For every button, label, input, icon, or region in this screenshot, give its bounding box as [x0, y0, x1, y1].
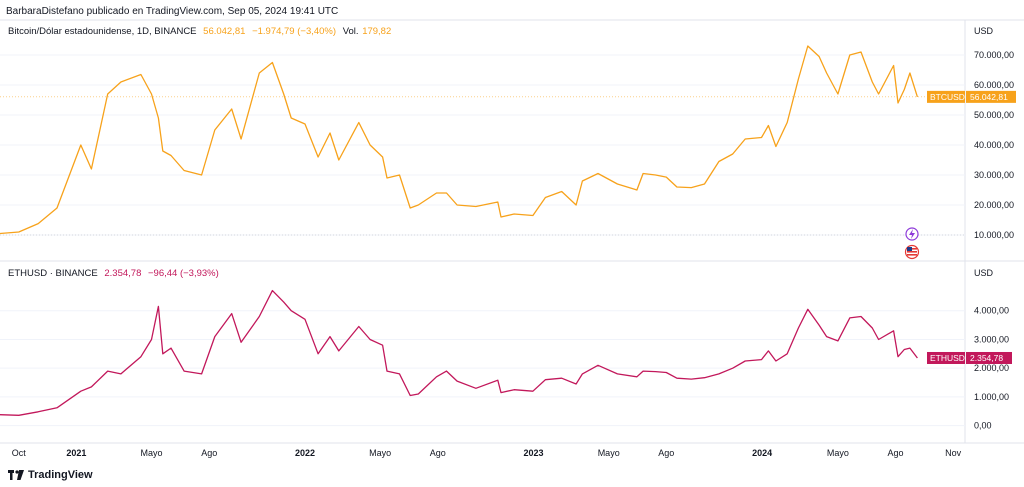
time-tick-label: Mayo [369, 448, 391, 458]
time-tick-label: Ago [658, 448, 674, 458]
eth-legend: ETHUSD · BINANCE 2.354,78 −96,44 (−3,93%… [8, 268, 223, 279]
price-tick-label: 40.000,00 [974, 140, 1014, 150]
btc-tag-price: 56.042,81 [970, 92, 1008, 102]
time-tick-label: 2023 [523, 448, 543, 458]
publish-attribution: BarbaraDistefano publicado en TradingVie… [6, 6, 339, 17]
eth-tag-symbol: ETHUSD [930, 353, 965, 363]
time-tick-label: 2021 [66, 448, 86, 458]
btc-symbol-label[interactable]: Bitcoin/Dólar estadounidense, 1D, BINANC… [8, 26, 197, 37]
btc-price-tag: BTCUSD 56.042,81 [927, 90, 1016, 103]
time-tick-label: Ago [887, 448, 903, 458]
btc-legend: Bitcoin/Dólar estadounidense, 1D, BINANC… [8, 26, 395, 37]
brand-name: TradingView [28, 469, 93, 481]
eth-series-line [0, 289, 918, 416]
btc-volume: 179,82 [362, 26, 392, 37]
time-tick-label: Mayo [140, 448, 162, 458]
price-tick-label: 2.000,00 [974, 363, 1009, 373]
tradingview-brand[interactable]: TradingView [8, 469, 93, 481]
btc-volume-label: Vol. [342, 26, 359, 37]
eth-tag-price: 2.354,78 [970, 353, 1003, 363]
us-flag-icon[interactable] [904, 244, 920, 260]
time-tick-label: 2022 [295, 448, 315, 458]
time-tick-label: Oct [12, 448, 27, 458]
price-tick-label: 70.000,00 [974, 50, 1014, 60]
time-axis[interactable]: Oct 2021 Mayo Ago 2022 Mayo Ago 2023 Mayo Ago 2024… [12, 448, 962, 458]
time-tick-label: 2024 [752, 448, 772, 458]
eth-price-scale[interactable]: 0,00 1.000,00 2.000,00 3.000,00 4.000,00 [974, 306, 1009, 431]
time-tick-label: Ago [201, 448, 217, 458]
btc-change: −1.974,79 (−3,40%) [252, 26, 337, 37]
eth-currency-label[interactable]: USD [974, 268, 994, 278]
eth-grid [0, 310, 965, 427]
tradingview-logo-icon [8, 470, 24, 480]
time-tick-label: Mayo [827, 448, 849, 458]
btc-last-price: 56.042,81 [203, 26, 246, 37]
time-tick-label: Mayo [598, 448, 620, 458]
price-tick-label: 10.000,00 [974, 230, 1014, 240]
btc-series-line [0, 45, 919, 235]
time-tick-label: Nov [945, 448, 962, 458]
time-tick-label: Ago [430, 448, 446, 458]
flash-icon[interactable] [905, 227, 919, 241]
btc-price-scale[interactable]: 10.000,00 20.000,00 30.000,00 40.000,00 50.0… [974, 50, 1014, 240]
price-tick-label: 60.000,00 [974, 80, 1014, 90]
price-tick-label: 20.000,00 [974, 200, 1014, 210]
price-tick-label: 4.000,00 [974, 306, 1009, 316]
eth-last-price: 2.354,78 [104, 268, 142, 279]
price-tick-label: 0,00 [974, 421, 992, 431]
btc-tag-symbol: BTCUSD [930, 92, 965, 102]
price-tick-label: 1.000,00 [974, 392, 1009, 402]
eth-price-tag: ETHUSD 2.354,78 [927, 351, 1012, 364]
price-tick-label: 3.000,00 [974, 334, 1009, 344]
eth-change: −96,44 (−3,93%) [148, 268, 219, 279]
eth-symbol-label[interactable]: ETHUSD · BINANCE [8, 268, 98, 279]
price-tick-label: 50.000,00 [974, 110, 1014, 120]
price-tick-label: 30.000,00 [974, 170, 1014, 180]
btc-currency-label[interactable]: USD [974, 26, 994, 36]
